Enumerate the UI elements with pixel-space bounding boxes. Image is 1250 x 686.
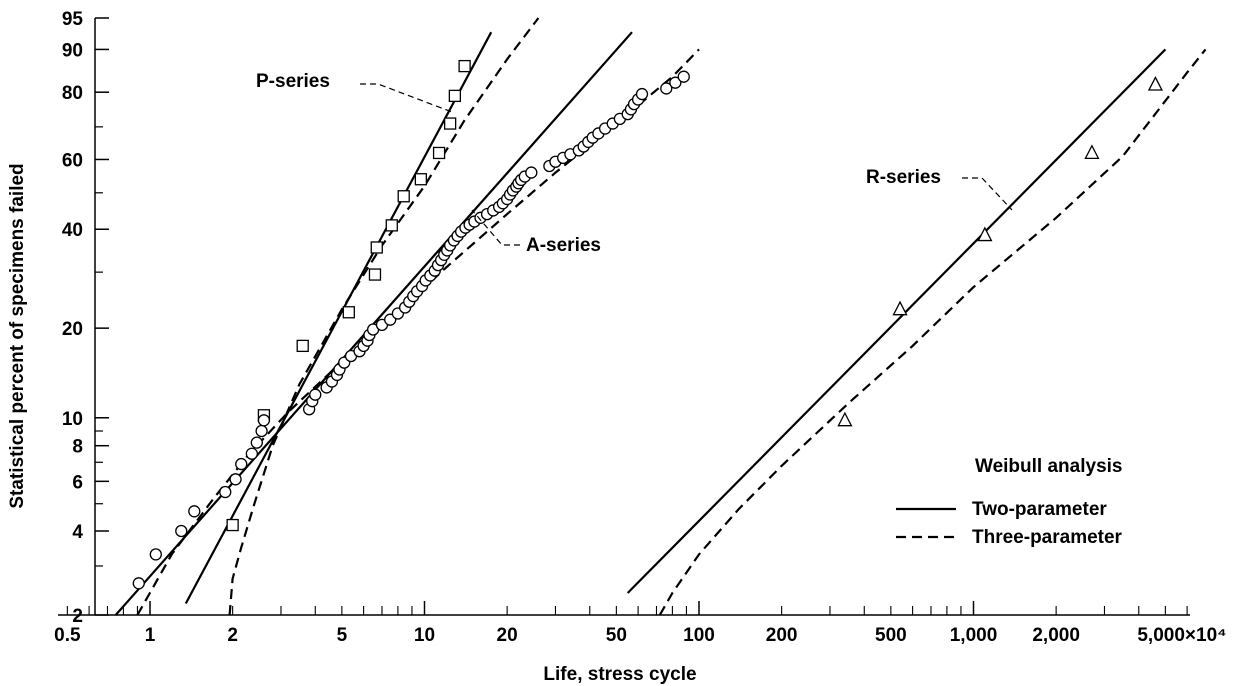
data-point-circle	[132, 577, 145, 590]
x-tick-label: 10	[414, 625, 435, 646]
fit-three-parameter-r	[658, 48, 1207, 616]
series-label-r: R-series	[866, 167, 941, 188]
series-leader-a	[471, 209, 520, 246]
x-tick-label: 5,000×10⁴	[1137, 625, 1226, 646]
data-point-circle	[229, 473, 242, 486]
y-tick-label: 6	[72, 472, 83, 493]
y-tick-label: 4	[72, 522, 83, 543]
series-leader-r	[962, 177, 1013, 211]
data-point-circle	[250, 436, 263, 449]
data-point-circle	[245, 447, 259, 460]
data-points	[132, 59, 1163, 590]
data-point-circle	[175, 524, 188, 538]
legend-title: Weibull analysis	[975, 456, 1122, 477]
data-point-square	[448, 89, 462, 103]
data-point-triangle	[1147, 76, 1163, 91]
data-point-triangle	[892, 300, 908, 316]
fit-two-parameter-p	[184, 31, 493, 605]
x-tick-label: 20	[497, 625, 518, 646]
data-point-square	[370, 241, 383, 254]
x-tick-label: 500	[875, 625, 907, 646]
x-tick-label: 0.5	[54, 625, 81, 646]
x-tick-label: 50	[606, 625, 627, 646]
series-label-a: A-series	[526, 235, 601, 256]
y-tick-label: 95	[62, 9, 84, 30]
x-tick-label: 5	[337, 625, 348, 646]
series-label-p: P-series	[256, 71, 330, 92]
x-axis-label: Life, stress cycle	[543, 664, 696, 685]
data-point-square	[342, 306, 355, 319]
x-tick-label: 2	[227, 625, 238, 646]
legend-label-three-parameter: Three-parameter	[972, 527, 1123, 548]
fit-two-parameter-r	[626, 48, 1167, 594]
fit-three-parameter-a	[136, 48, 700, 616]
y-tick-label: 60	[62, 150, 83, 171]
data-point-square	[385, 219, 398, 232]
y-tick-label: 10	[62, 409, 83, 430]
data-point-circle	[257, 414, 271, 427]
series-leader-p	[360, 83, 453, 113]
data-point-square	[397, 190, 410, 203]
data-point-circle	[677, 70, 690, 83]
fit-three-parameter-p	[228, 17, 540, 616]
series-labels: P-series A-series R-series	[256, 71, 1013, 256]
data-point-square	[226, 518, 239, 532]
data-point-circle	[235, 457, 248, 471]
data-point-square	[432, 146, 446, 160]
y-tick-label: 90	[62, 40, 83, 61]
y-tick-label: 20	[62, 319, 83, 340]
data-point-circle	[660, 82, 673, 95]
y-axis-label: Statistical percent of specimens failed	[7, 163, 28, 508]
y-tick-label: 40	[62, 220, 83, 241]
legend-label-two-parameter: Two-parameter	[972, 499, 1107, 520]
data-point-circle	[255, 424, 268, 438]
x-tick-label: 1	[145, 625, 156, 646]
data-point-square	[443, 117, 457, 130]
data-point-square	[296, 339, 309, 353]
data-point-triangle	[837, 411, 853, 427]
data-point-circle	[219, 485, 232, 499]
data-point-circle	[309, 388, 322, 401]
data-point-circle	[188, 505, 201, 518]
data-point-square	[368, 268, 382, 281]
x-tick-label: 100	[683, 625, 715, 646]
data-point-triangle	[1084, 144, 1100, 160]
y-tick-label: 8	[72, 437, 83, 458]
y-tick-label: 2	[72, 606, 83, 627]
data-point-square	[458, 59, 471, 73]
y-tick-label: 80	[62, 83, 83, 104]
x-tick-label: 2,000	[1032, 625, 1080, 646]
data-point-circle	[635, 87, 649, 101]
axes: 2 4 6 8 10 20 40 60 80 90 95 0.5 1 2 5 10 20 50 100 200 500 1…	[54, 9, 1226, 646]
data-point-square	[414, 173, 428, 186]
legend: Weibull analysis Two-parameter Three-par…	[896, 456, 1123, 548]
data-point-circle	[669, 76, 682, 89]
x-tick-label: 1,000	[950, 625, 998, 646]
data-point-triangle	[977, 226, 993, 242]
data-point-circle	[525, 166, 538, 179]
fit-lines	[114, 17, 1207, 616]
data-point-circle	[149, 548, 162, 561]
x-tick-label: 200	[766, 625, 798, 646]
